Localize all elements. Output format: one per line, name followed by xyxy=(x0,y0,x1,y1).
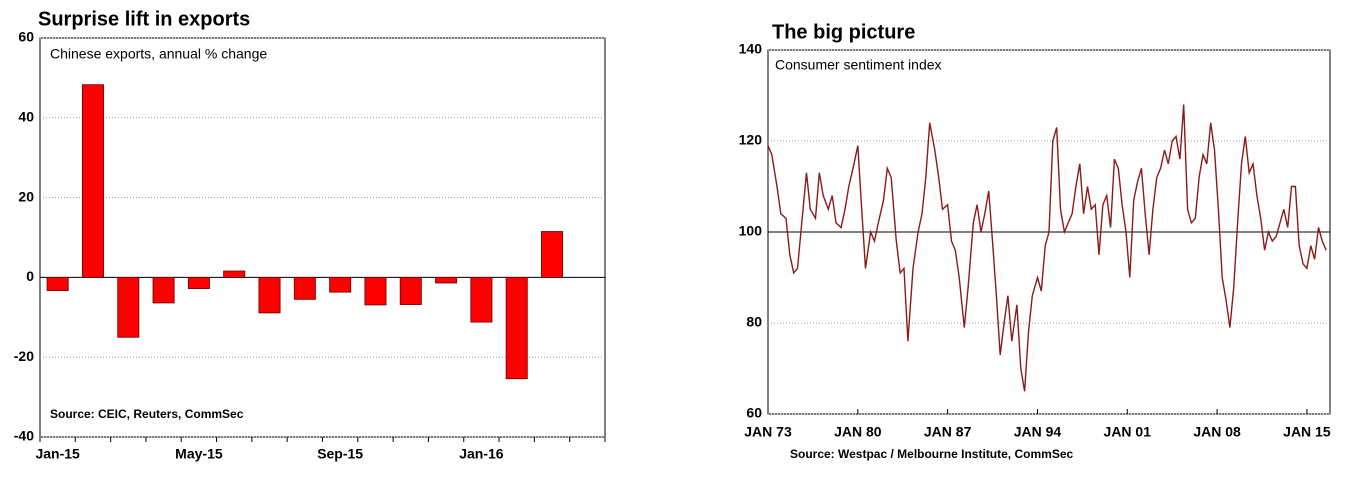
x-tick-label: Sep-15 xyxy=(317,446,363,462)
x-tick-label: JAN 08 xyxy=(1193,424,1241,440)
x-tick-label: Jan-16 xyxy=(459,446,504,462)
bar xyxy=(470,276,493,323)
bar xyxy=(81,84,104,278)
x-tick-label: JAN 87 xyxy=(924,424,972,440)
x-tick-label: JAN 94 xyxy=(1014,424,1062,440)
y-tick-label: 140 xyxy=(739,41,763,57)
y-tick-label: -40 xyxy=(14,428,34,444)
y-tick-label: 20 xyxy=(18,188,34,204)
x-tick-label: Jan-15 xyxy=(35,446,80,462)
y-tick-label: 0 xyxy=(26,268,34,284)
source: Source: CEIC, Reuters, CommSec xyxy=(50,407,244,421)
bar xyxy=(329,276,352,293)
bar xyxy=(293,276,316,300)
y-tick-label: 60 xyxy=(746,405,762,421)
chart-title: The big picture xyxy=(772,21,915,43)
y-tick-label: 100 xyxy=(739,223,763,239)
subtitle: Consumer sentiment index xyxy=(775,57,942,73)
bar xyxy=(435,276,458,284)
x-tick-label: JAN 15 xyxy=(1283,424,1331,440)
x-tick-label: JAN 01 xyxy=(1104,424,1152,440)
line-series xyxy=(767,104,1327,392)
bar xyxy=(187,276,210,289)
y-tick-label: 60 xyxy=(18,29,34,45)
bar xyxy=(505,276,528,380)
y-tick-label: 80 xyxy=(746,314,762,330)
bar xyxy=(541,231,564,278)
subtitle: Chinese exports, annual % change xyxy=(50,46,267,62)
y-tick-label: 40 xyxy=(18,109,34,125)
bar xyxy=(46,276,69,291)
source: Source: Westpac / Melbourne Institute, C… xyxy=(790,447,1073,461)
bar xyxy=(152,276,175,304)
bar xyxy=(364,276,387,306)
bar xyxy=(223,270,246,278)
bar xyxy=(399,276,422,305)
bar xyxy=(258,276,281,314)
bar xyxy=(117,276,140,338)
x-tick-label: May-15 xyxy=(175,446,223,462)
x-tick-label: JAN 80 xyxy=(834,424,882,440)
x-tick-label: JAN 73 xyxy=(744,424,792,440)
y-tick-label: 120 xyxy=(739,132,763,148)
y-tick-label: -20 xyxy=(14,348,34,364)
chart-title: Surprise lift in exports xyxy=(38,8,250,30)
